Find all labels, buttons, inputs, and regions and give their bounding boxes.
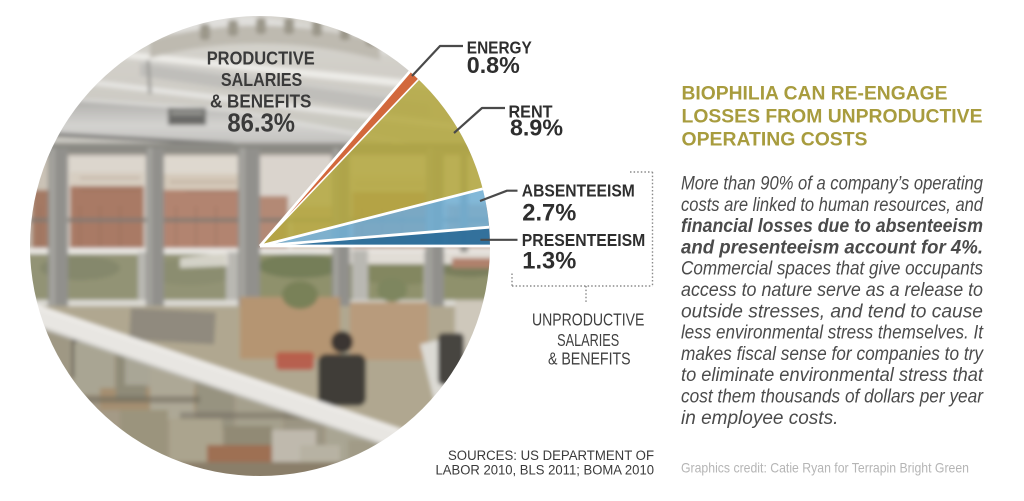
svg-text:0.8%: 0.8% — [467, 52, 520, 78]
svg-text:LOSSES FROM UNPRODUCTIVE: LOSSES FROM UNPRODUCTIVE — [682, 107, 983, 128]
svg-text:PRODUCTIVE: PRODUCTIVE — [207, 49, 315, 69]
svg-text:makes fiscal sense for compani: makes fiscal sense for companies to try — [681, 344, 984, 365]
svg-text:PRESENTEEISM: PRESENTEEISM — [522, 230, 646, 250]
svg-text:in employee costs.: in employee costs. — [681, 408, 838, 429]
svg-text:OPERATING COSTS: OPERATING COSTS — [682, 130, 868, 151]
svg-text:ABSENTEEISM: ABSENTEEISM — [522, 181, 635, 201]
svg-text:Commercial spaces that give oc: Commercial spaces that give occupants — [681, 259, 983, 280]
svg-text:BIOPHILIA CAN RE-ENGAGE: BIOPHILIA CAN RE-ENGAGE — [682, 84, 948, 105]
svg-text:outside stresses, and tend to: outside stresses, and tend to cause — [681, 301, 983, 322]
svg-text:less environmental stress them: less environmental stress themselves. It — [681, 323, 984, 344]
svg-text:RENT: RENT — [509, 102, 553, 122]
svg-text:SOURCES: US DEPARTMENT OF: SOURCES: US DEPARTMENT OF — [448, 448, 654, 463]
svg-text:ENERGY: ENERGY — [467, 37, 532, 57]
svg-text:UNPRODUCTIVE: UNPRODUCTIVE — [532, 309, 645, 329]
svg-text:cost them thousands of dollars: cost them thousands of dollars per year — [681, 387, 984, 408]
svg-text:86.3%: 86.3% — [227, 109, 295, 137]
svg-text:& BENEFITS: & BENEFITS — [210, 92, 312, 112]
svg-text:costs are linked to human reso: costs are linked to human resources, and — [681, 195, 984, 216]
svg-text:2.7%: 2.7% — [522, 199, 576, 226]
svg-text:SALARIES: SALARIES — [221, 70, 302, 90]
svg-text:SALARIES: SALARIES — [557, 330, 619, 350]
svg-text:to eliminate environmental str: to eliminate environmental stress that — [681, 365, 984, 386]
svg-text:Graphics credit: Catie Ryan fo: Graphics credit: Catie Ryan for Terrapin… — [681, 460, 969, 476]
svg-text:financial losses due to absent: financial losses due to absenteeism — [681, 216, 983, 237]
svg-text:1.3%: 1.3% — [522, 247, 576, 274]
svg-text:More than 90% of a company’s o: More than 90% of a company’s operating — [681, 174, 983, 195]
svg-text:8.9%: 8.9% — [510, 114, 563, 140]
svg-text:LABOR 2010, BLS 2011; BOMA 201: LABOR 2010, BLS 2011; BOMA 2010 — [436, 462, 655, 477]
svg-text:& BENEFITS: & BENEFITS — [548, 349, 631, 369]
svg-text:and presenteeism account for 4: and presenteeism account for 4%. — [681, 237, 983, 258]
svg-text:access to nature serve as a re: access to nature serve as a release to — [681, 280, 983, 301]
